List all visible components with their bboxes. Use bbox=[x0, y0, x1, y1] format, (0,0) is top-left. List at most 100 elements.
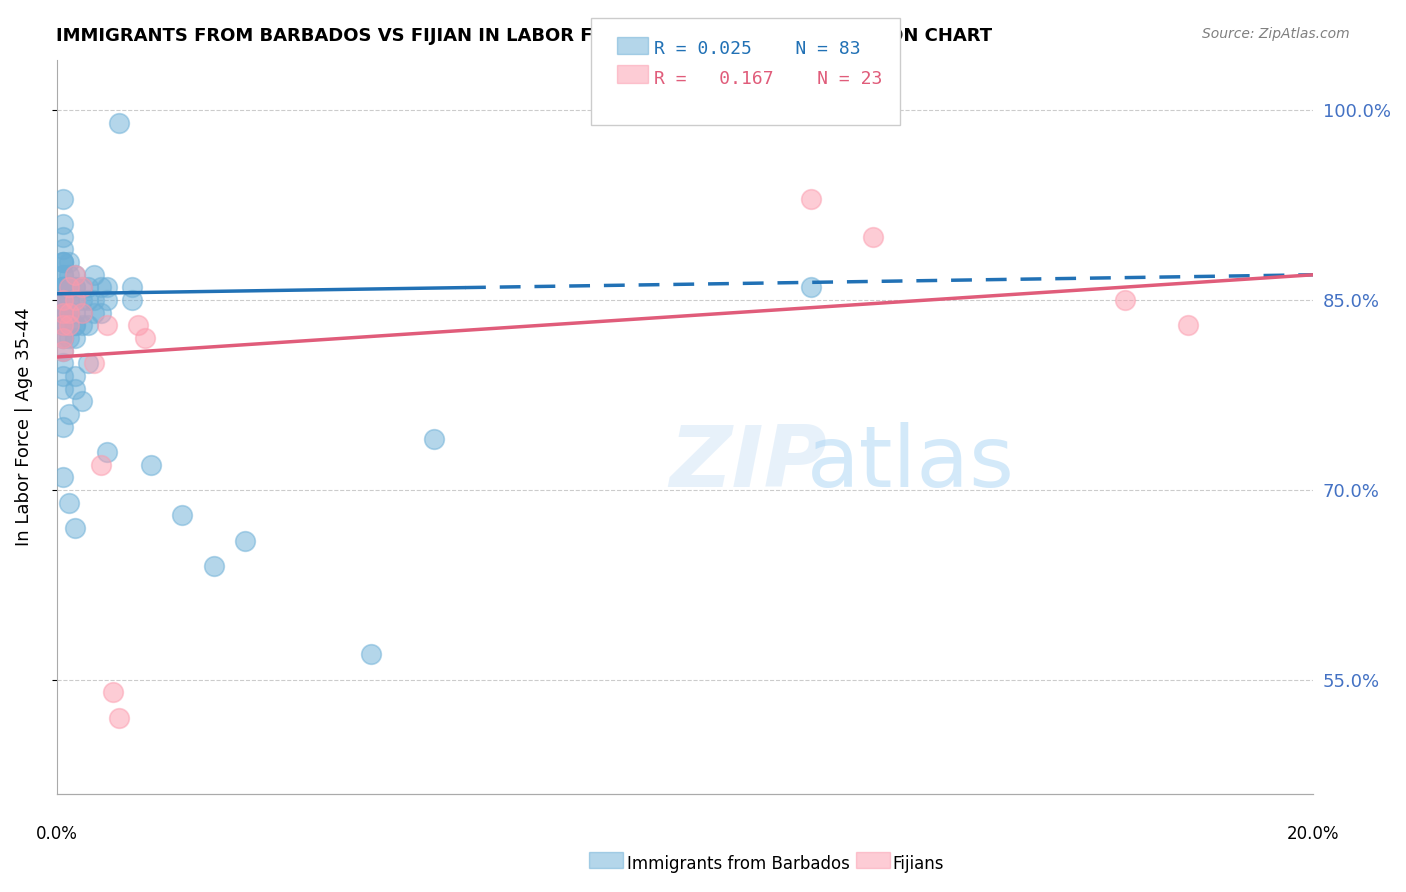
Point bbox=[52, 280, 75, 294]
Point bbox=[52, 331, 75, 345]
Point bbox=[77, 356, 100, 370]
Text: R = 0.025    N = 83: R = 0.025 N = 83 bbox=[654, 40, 860, 58]
Point bbox=[70, 280, 93, 294]
Point bbox=[58, 280, 80, 294]
Point bbox=[58, 306, 80, 320]
Point bbox=[65, 331, 87, 345]
Point bbox=[108, 116, 131, 130]
Point bbox=[58, 318, 80, 333]
Point bbox=[96, 280, 118, 294]
Text: atlas: atlas bbox=[807, 422, 1015, 505]
Point bbox=[172, 508, 194, 523]
Point bbox=[52, 293, 75, 307]
Point bbox=[800, 192, 823, 206]
Point bbox=[52, 318, 75, 333]
Point bbox=[52, 255, 75, 269]
Point bbox=[70, 306, 93, 320]
Point bbox=[83, 268, 105, 282]
Point bbox=[90, 458, 112, 472]
Point bbox=[800, 280, 823, 294]
Point bbox=[58, 293, 80, 307]
Point bbox=[65, 268, 87, 282]
Point bbox=[422, 433, 444, 447]
Point bbox=[58, 306, 80, 320]
Point bbox=[52, 192, 75, 206]
Point bbox=[139, 458, 162, 472]
Point bbox=[52, 306, 75, 320]
Point bbox=[65, 268, 87, 282]
Point bbox=[65, 293, 87, 307]
Point bbox=[58, 293, 80, 307]
Point bbox=[52, 306, 75, 320]
Point bbox=[77, 318, 100, 333]
Point bbox=[90, 306, 112, 320]
Point bbox=[52, 293, 75, 307]
Point bbox=[52, 318, 75, 333]
Point bbox=[96, 293, 118, 307]
Point bbox=[52, 255, 75, 269]
Point bbox=[52, 229, 75, 244]
Point bbox=[77, 280, 100, 294]
Point bbox=[108, 711, 131, 725]
Point bbox=[862, 229, 884, 244]
Point bbox=[65, 280, 87, 294]
Point bbox=[65, 306, 87, 320]
Text: R =   0.167    N = 23: R = 0.167 N = 23 bbox=[654, 70, 882, 87]
Point bbox=[52, 280, 75, 294]
Text: Fijians: Fijians bbox=[893, 855, 945, 872]
Point bbox=[52, 268, 75, 282]
Point bbox=[58, 495, 80, 509]
Point bbox=[58, 268, 80, 282]
Point bbox=[52, 255, 75, 269]
Point bbox=[52, 318, 75, 333]
Point bbox=[58, 306, 80, 320]
Point bbox=[58, 255, 80, 269]
Point bbox=[96, 318, 118, 333]
Point bbox=[70, 394, 93, 409]
Point bbox=[52, 331, 75, 345]
Point bbox=[58, 280, 80, 294]
Point bbox=[52, 293, 75, 307]
Point bbox=[121, 280, 143, 294]
Point bbox=[70, 318, 93, 333]
Point bbox=[360, 648, 382, 662]
Point bbox=[52, 306, 75, 320]
Point bbox=[134, 331, 156, 345]
Point bbox=[52, 470, 75, 484]
Point bbox=[52, 343, 75, 358]
Point bbox=[77, 293, 100, 307]
Point bbox=[70, 293, 93, 307]
Text: Source: ZipAtlas.com: Source: ZipAtlas.com bbox=[1202, 27, 1350, 41]
Point bbox=[58, 318, 80, 333]
Point bbox=[52, 369, 75, 384]
Text: Immigrants from Barbados: Immigrants from Barbados bbox=[627, 855, 851, 872]
Point bbox=[52, 331, 75, 345]
Point bbox=[52, 343, 75, 358]
Point bbox=[58, 407, 80, 421]
Point bbox=[65, 369, 87, 384]
Text: IMMIGRANTS FROM BARBADOS VS FIJIAN IN LABOR FORCE | AGE 35-44 CORRELATION CHART: IMMIGRANTS FROM BARBADOS VS FIJIAN IN LA… bbox=[56, 27, 993, 45]
Point bbox=[58, 280, 80, 294]
Point bbox=[52, 419, 75, 434]
Point bbox=[83, 356, 105, 370]
Point bbox=[65, 318, 87, 333]
Point bbox=[1114, 293, 1136, 307]
Point bbox=[101, 685, 124, 699]
Point bbox=[58, 331, 80, 345]
Point bbox=[83, 293, 105, 307]
Text: 0.0%: 0.0% bbox=[35, 825, 77, 843]
Point bbox=[65, 318, 87, 333]
Point bbox=[52, 217, 75, 231]
Point bbox=[90, 280, 112, 294]
Point bbox=[65, 280, 87, 294]
Point bbox=[70, 306, 93, 320]
Point bbox=[52, 293, 75, 307]
Point bbox=[52, 382, 75, 396]
Point bbox=[83, 306, 105, 320]
Text: 20.0%: 20.0% bbox=[1286, 825, 1340, 843]
Point bbox=[52, 293, 75, 307]
Y-axis label: In Labor Force | Age 35-44: In Labor Force | Age 35-44 bbox=[15, 308, 32, 546]
Point bbox=[52, 280, 75, 294]
Point bbox=[65, 382, 87, 396]
Point bbox=[52, 243, 75, 257]
